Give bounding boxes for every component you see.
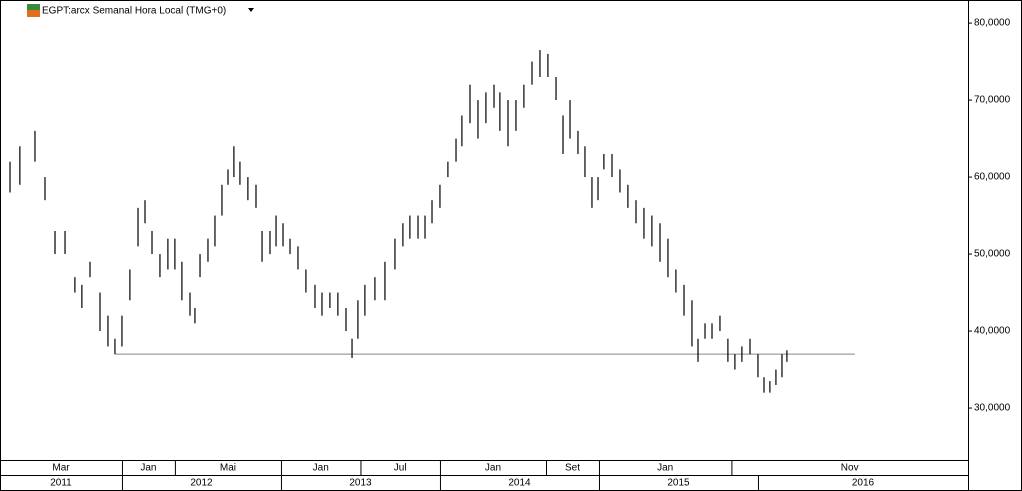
chart-title: EGPT:arcx Semanal Hora Local (TMG+0) bbox=[42, 6, 226, 17]
month-label: Nov bbox=[841, 463, 859, 474]
month-label: Jan bbox=[140, 463, 156, 474]
month-label: Mar bbox=[52, 463, 70, 474]
y-tick-label: 60,0000 bbox=[974, 172, 1011, 183]
y-tick-label: 50,0000 bbox=[974, 249, 1011, 260]
year-label: 2014 bbox=[508, 478, 531, 489]
y-tick-label: 30,0000 bbox=[974, 403, 1011, 414]
dropdown-arrow[interactable] bbox=[248, 8, 254, 12]
year-label: 2013 bbox=[349, 478, 372, 489]
year-label: 2016 bbox=[852, 478, 875, 489]
y-tick-label: 80,0000 bbox=[974, 18, 1011, 29]
y-tick-label: 40,0000 bbox=[974, 326, 1011, 337]
month-label: Jul bbox=[394, 463, 407, 474]
month-label: Jan bbox=[313, 463, 329, 474]
month-label: Jan bbox=[485, 463, 501, 474]
year-label: 2011 bbox=[50, 478, 72, 489]
year-label: 2012 bbox=[190, 478, 213, 489]
month-label: Set bbox=[565, 463, 580, 474]
symbol-icon bbox=[27, 4, 40, 17]
month-label: Jan bbox=[657, 463, 673, 474]
y-tick-label: 70,0000 bbox=[974, 95, 1011, 106]
month-label: Mai bbox=[220, 463, 236, 474]
year-label: 2015 bbox=[667, 478, 690, 489]
